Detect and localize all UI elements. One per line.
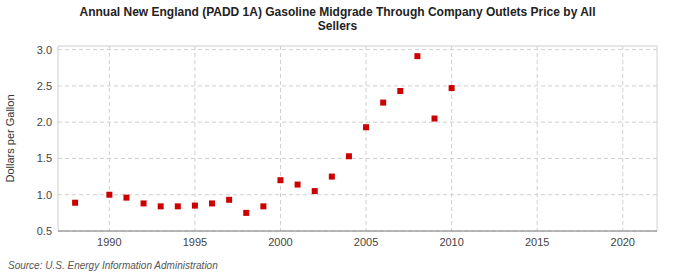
point: [346, 153, 352, 159]
y-grid-line: [58, 158, 657, 159]
x-grid-line: [109, 46, 110, 231]
y-tick-label: 1.5: [37, 152, 52, 164]
point: [209, 200, 215, 206]
x-grid-line: [280, 46, 281, 231]
point: [123, 195, 129, 201]
chart: Annual New England (PADD 1A) Gasoline Mi…: [0, 0, 675, 275]
point: [380, 100, 386, 106]
x-tick-label: 1995: [183, 236, 207, 248]
point: [192, 203, 198, 209]
y-axis-label: Dollars per Gallon: [4, 94, 16, 182]
x-grid-line: [622, 46, 623, 231]
point: [158, 203, 164, 209]
y-tick-label: 3.0: [37, 44, 52, 56]
title: Annual New England (PADD 1A) Gasoline Mi…: [79, 5, 595, 33]
x-tick-label: 1990: [97, 236, 121, 248]
y-tick-label: 2.5: [37, 80, 52, 92]
point: [260, 203, 266, 209]
y-grid-line: [58, 194, 657, 195]
point: [226, 197, 232, 203]
x-tick-label: 2015: [525, 236, 549, 248]
point: [141, 200, 147, 206]
y-grid-line: [58, 85, 657, 86]
point: [295, 182, 301, 188]
x-tick-label: 2010: [439, 236, 463, 248]
point: [72, 200, 78, 206]
point: [243, 210, 249, 216]
point: [329, 174, 335, 180]
point: [449, 85, 455, 91]
y-tick-label: 0.5: [37, 225, 52, 237]
y-tick-label: 2.0: [37, 116, 52, 128]
point: [432, 116, 438, 122]
x-axis-line: [58, 231, 657, 232]
point: [106, 192, 112, 198]
point: [175, 203, 181, 209]
points: [72, 53, 455, 216]
plot-frame: [58, 46, 657, 231]
y-tick-label: 1.0: [37, 189, 52, 201]
y-grid-line: [58, 122, 657, 123]
point: [397, 88, 403, 94]
y-grid-line: [58, 231, 657, 232]
point: [312, 188, 318, 194]
x-grid-line: [537, 46, 538, 231]
x-tick-label: 2000: [268, 236, 292, 248]
y-grid-line: [58, 49, 657, 50]
x-tick-label: 2020: [611, 236, 635, 248]
x-grid-line: [451, 46, 452, 231]
x-grid-line: [366, 46, 367, 231]
x-tick-label: 2005: [354, 236, 378, 248]
source-annotation: Source: U.S. Energy Information Administ…: [8, 260, 218, 271]
point: [414, 53, 420, 59]
point: [363, 124, 369, 130]
point: [277, 177, 283, 183]
